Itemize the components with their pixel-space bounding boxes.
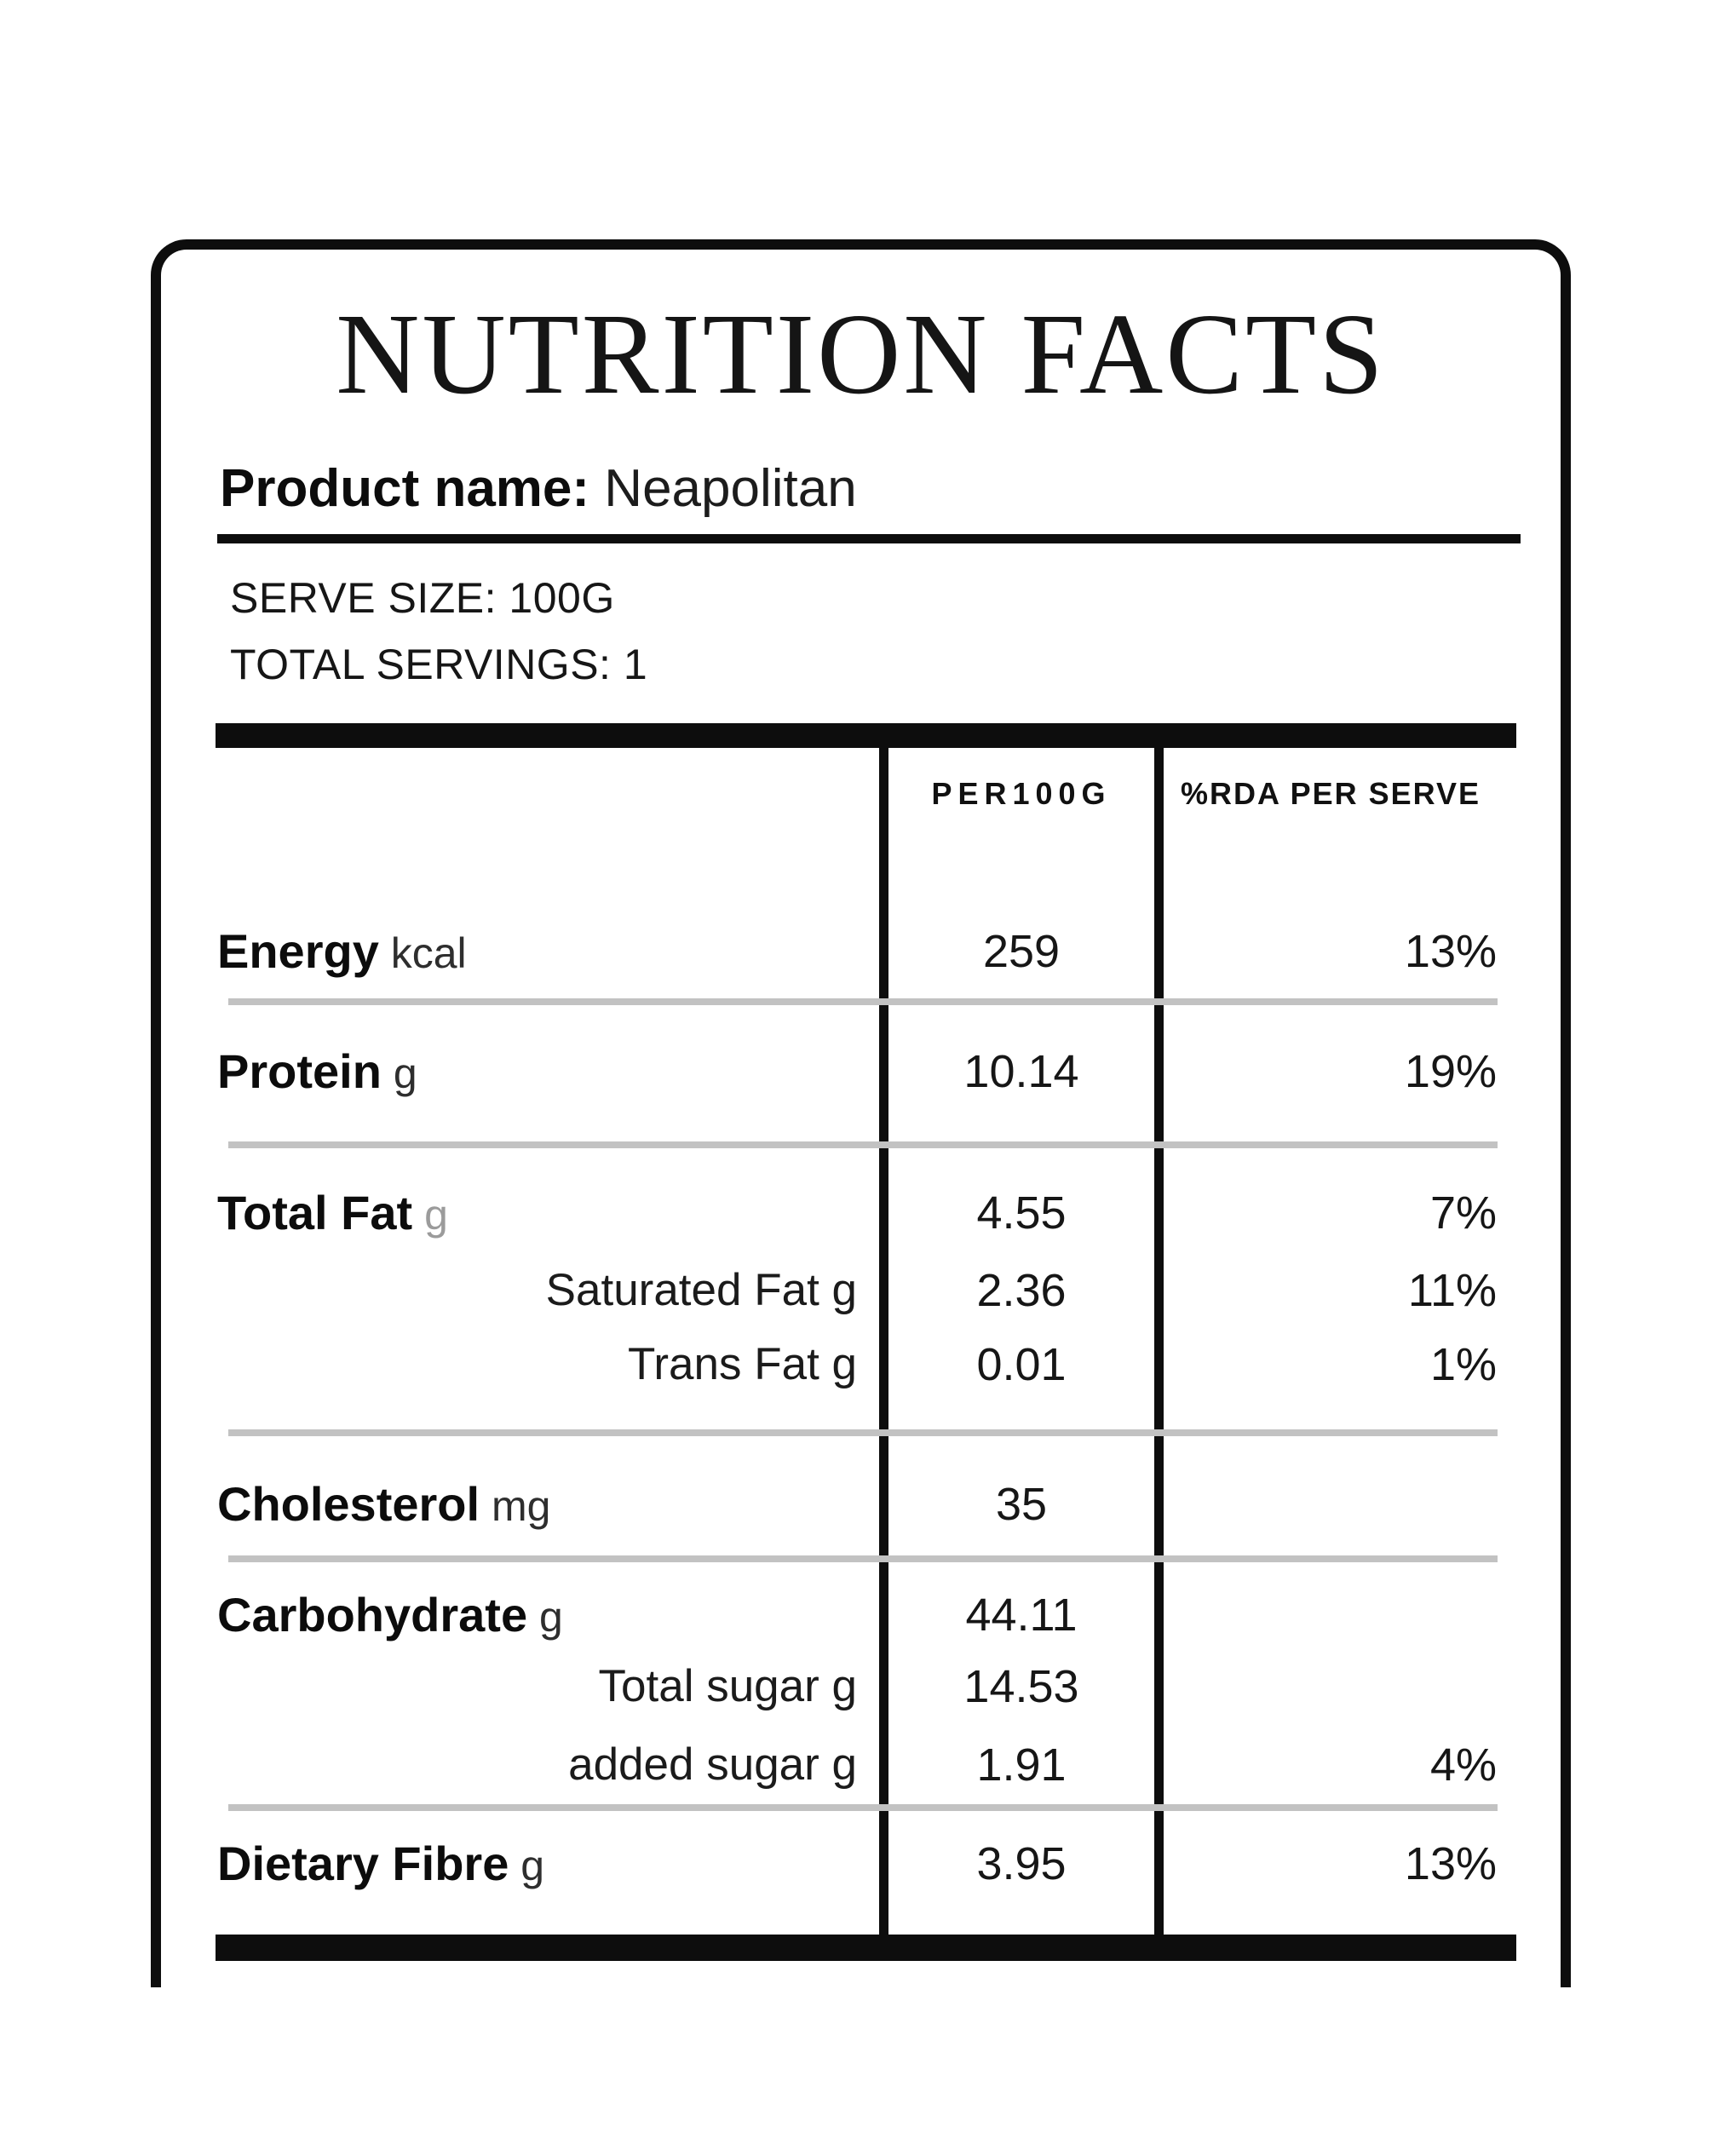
nutrient-label: Total sugar g (598, 1661, 857, 1711)
thick-bar-bottom (216, 1935, 1516, 1961)
product-name-label: Product name: (220, 459, 590, 518)
nutrient-label: Energy kcal (217, 924, 467, 978)
table-row: Cholesterol mg 35 (217, 1475, 1497, 1534)
per-100g-value: 3.95 (976, 1838, 1067, 1889)
rda-per-serve-value: 13% (1404, 1838, 1497, 1889)
table-row: Energy kcal 259 13% (217, 922, 1497, 981)
row-separator (228, 1429, 1498, 1436)
per-100g-value: 35 (995, 1479, 1048, 1530)
per-100g-value: 4.55 (976, 1187, 1067, 1239)
rda-per-serve-value: 7% (1429, 1187, 1497, 1239)
table-row: Protein g 10.14 19% (217, 1042, 1497, 1101)
nutrient-label: Saturated Fat g (545, 1265, 857, 1315)
rda-per-serve-value: 11% (1407, 1265, 1497, 1316)
row-separator (228, 998, 1498, 1005)
per-100g-column-header: PER100G (931, 776, 1112, 811)
nutrient-label: added sugar g (568, 1739, 857, 1790)
rda-per-serve-value: 19% (1404, 1046, 1497, 1097)
table-row: Dietary Fibre g 3.95 13% (217, 1834, 1497, 1894)
rda-per-serve-value (1164, 1585, 1497, 1645)
nutrient-label: Trans Fat g (627, 1339, 857, 1389)
label-box (151, 239, 1571, 1987)
nutrient-label: Protein g (217, 1044, 417, 1098)
per-100g-value: 14.53 (963, 1661, 1079, 1712)
nutrient-label: Carbohydrate g (217, 1588, 563, 1641)
table-row: Total Fat g 4.55 7% (217, 1183, 1497, 1243)
thick-bar-top (216, 723, 1516, 748)
product-name-value: Neapolitan (604, 459, 857, 518)
nutrient-unit: g (381, 1049, 417, 1097)
total-servings-text: TOTAL SERVINGS: 1 (230, 641, 648, 688)
table-row: Total sugar g 14.53 (217, 1657, 1497, 1716)
per-100g-value: 259 (982, 926, 1061, 977)
nutrient-unit: kcal (378, 929, 467, 977)
nutrient-unit: mg (480, 1482, 551, 1530)
per-100g-value: 10.14 (963, 1046, 1079, 1097)
serve-size-text: SERVE SIZE: 100G (230, 574, 615, 622)
nutrient-unit: g (527, 1593, 563, 1641)
row-separator (228, 1141, 1498, 1148)
per-100g-value: 2.36 (976, 1265, 1067, 1316)
row-separator (228, 1555, 1498, 1562)
product-divider-rule (217, 534, 1521, 543)
per-100g-value: 1.91 (976, 1739, 1067, 1791)
table-row: Carbohydrate g 44.11 (217, 1585, 1497, 1645)
table-row: Saturated Fat g 2.36 11% (217, 1261, 1497, 1320)
rda-per-serve-value: 4% (1429, 1739, 1497, 1791)
column-divider-1 (879, 748, 888, 1935)
row-separator (228, 1804, 1498, 1811)
nutrient-label: Total Fat g (217, 1186, 448, 1239)
table-row: Trans Fat g 0.01 1% (217, 1335, 1497, 1394)
nutrient-label: Dietary Fibre g (217, 1837, 545, 1890)
page-title: NUTRITION FACTS (336, 290, 1386, 418)
rda-per-serve-value (1164, 1475, 1497, 1534)
per-100g-value: 44.11 (965, 1590, 1078, 1641)
column-divider-2 (1154, 748, 1164, 1935)
table-row: added sugar g 1.91 4% (217, 1735, 1497, 1795)
product-name-line: Product name: Neapolitan (220, 458, 857, 520)
rda-per-serve-value (1164, 1657, 1497, 1716)
rda-per-serve-value: 13% (1404, 926, 1497, 977)
rda-per-serve-value: 1% (1429, 1339, 1497, 1390)
nutrient-unit: g (509, 1842, 545, 1889)
nutrient-unit: g (412, 1191, 448, 1239)
rda-per-serve-column-header: %RDA PER SERVE (1180, 776, 1481, 811)
nutrient-label: Cholesterol mg (217, 1477, 551, 1531)
per-100g-value: 0.01 (976, 1339, 1067, 1390)
